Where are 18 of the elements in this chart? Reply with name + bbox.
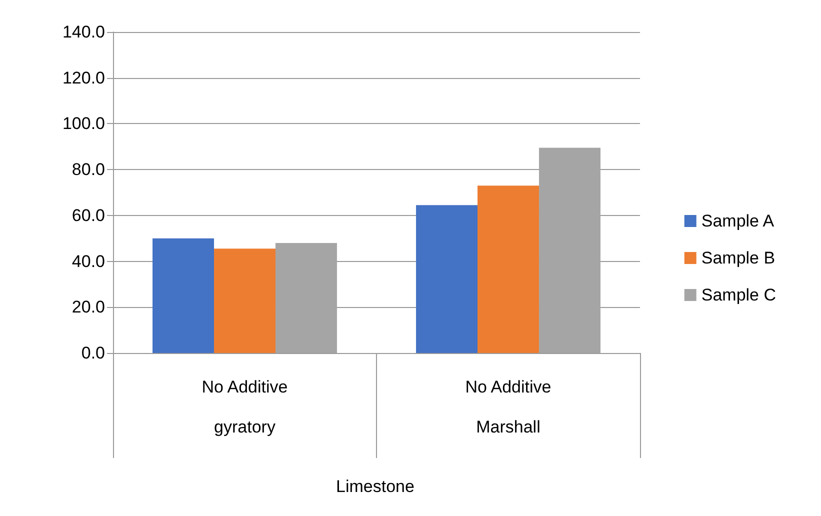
bar [416,205,478,353]
legend-label: Sample C [701,286,776,304]
y-tick-label: 40.0 [72,252,105,271]
y-tick-label: 0.0 [81,344,105,362]
category-label: No Additive Marshall [465,378,552,436]
y-tick-label: 100.0 [62,114,105,134]
y-tick-label: 120.0 [62,68,105,88]
y-tick-label: 140.0 [62,22,105,42]
legend-label: Sample A [701,212,775,230]
bar [214,248,276,353]
category-label: No Additive gyratory [202,378,288,436]
bar [152,238,214,353]
text: Limestone [336,477,414,496]
legend-label: Sample B [701,248,776,268]
y-tick-label: 20.0 [72,298,105,317]
y-tick-label: 80.0 [72,160,105,180]
y-tick-label: 60.0 [72,206,105,225]
bar [478,186,539,353]
